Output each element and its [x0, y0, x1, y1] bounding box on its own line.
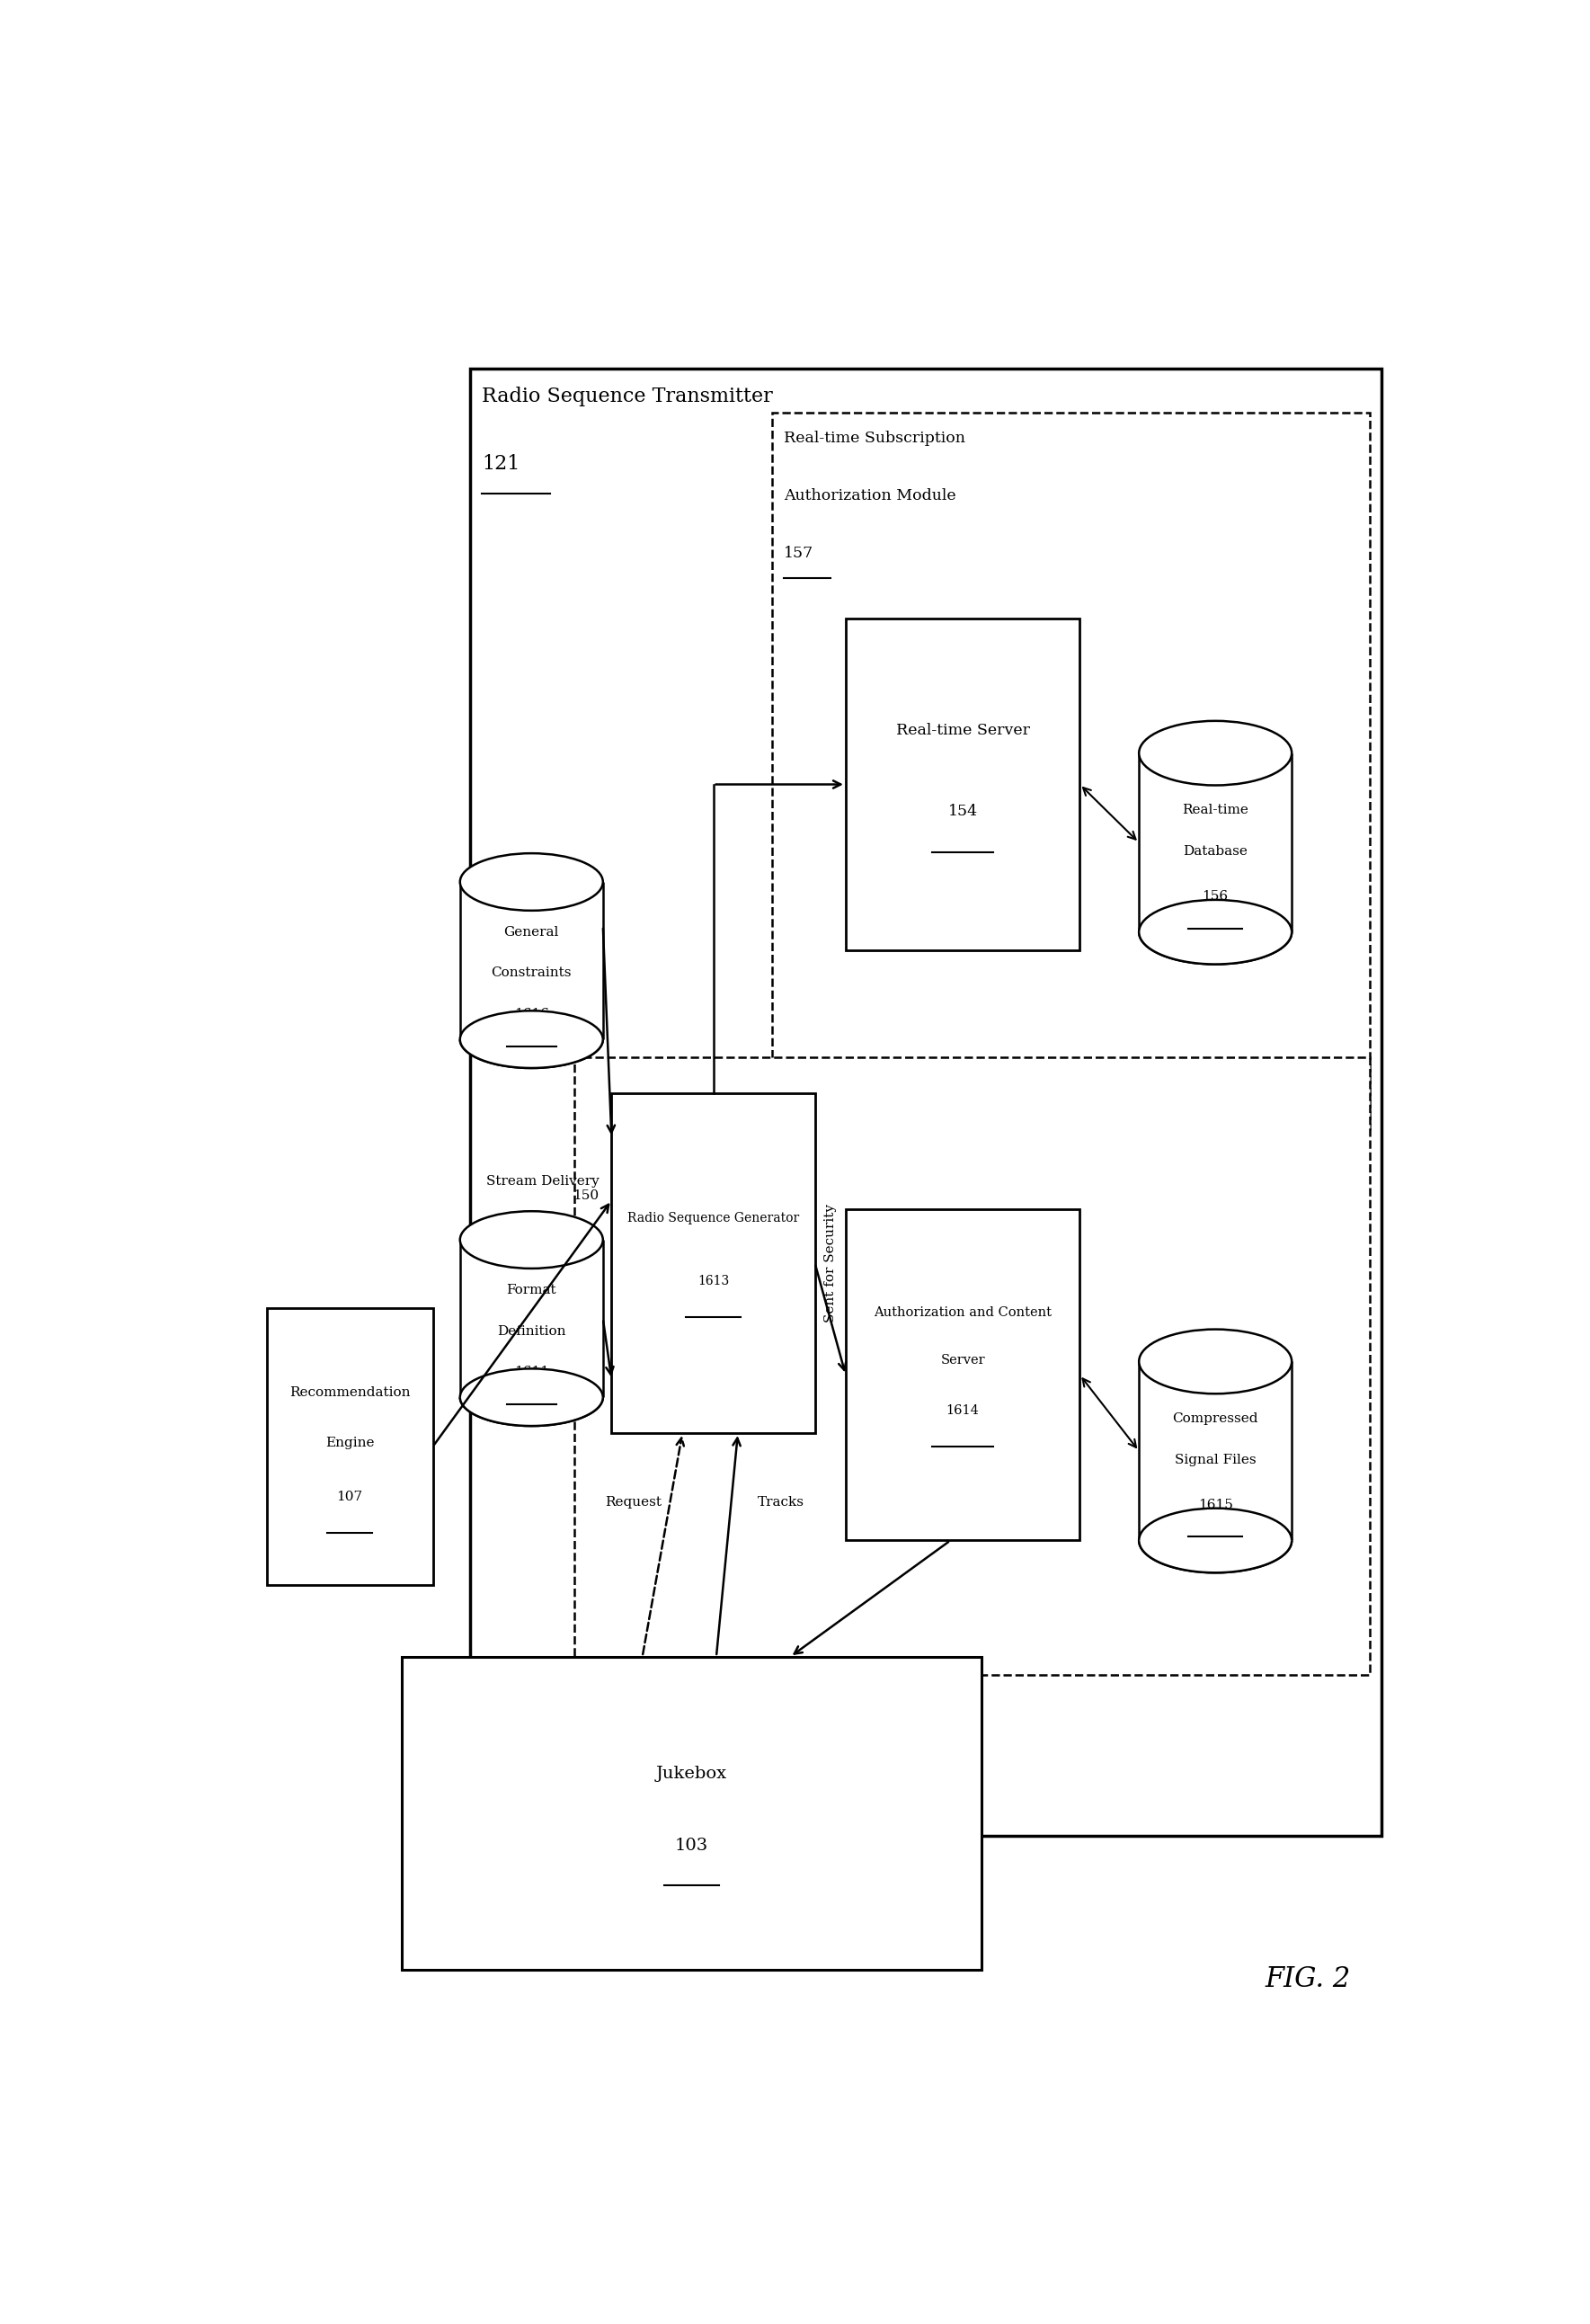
Ellipse shape [460, 853, 603, 911]
Text: Authorization Module: Authorization Module [784, 488, 956, 504]
Text: Radio Sequence Generator: Radio Sequence Generator [628, 1213, 800, 1225]
Bar [771, 414, 1369, 1129]
Text: Stream Delivery
150: Stream Delivery 150 [487, 1174, 599, 1202]
Text: Compressed: Compressed [1172, 1413, 1258, 1425]
Text: Authorization and Content: Authorization and Content [875, 1306, 1051, 1318]
Text: Tracks: Tracks [757, 1497, 805, 1508]
Bar [460, 881, 603, 1039]
Text: FIG. 2: FIG. 2 [1266, 1966, 1350, 1992]
Text: Server: Server [940, 1355, 986, 1367]
Text: 1614: 1614 [946, 1404, 979, 1418]
Text: 1613: 1613 [698, 1274, 730, 1287]
Text: Engine: Engine [326, 1436, 374, 1450]
Bar [574, 1057, 1369, 1676]
Text: General: General [504, 925, 560, 939]
Text: Real-time Server: Real-time Server [895, 723, 1030, 739]
Text: 1615: 1615 [1197, 1499, 1232, 1511]
Text: 154: 154 [948, 804, 978, 818]
Text: Definition: Definition [498, 1325, 566, 1336]
Text: Real-time: Real-time [1181, 804, 1248, 816]
Text: Sent for Security: Sent for Security [824, 1204, 836, 1322]
Bar [402, 1657, 981, 1971]
Text: Database: Database [1183, 846, 1248, 858]
Text: Radio Sequence Transmitter: Radio Sequence Transmitter [482, 386, 773, 407]
Bar [267, 1308, 432, 1585]
Ellipse shape [1138, 1329, 1291, 1394]
Ellipse shape [1138, 720, 1291, 786]
Text: Real-time Subscription: Real-time Subscription [784, 430, 965, 446]
Text: Format: Format [507, 1283, 556, 1297]
Text: 121: 121 [482, 453, 520, 474]
Ellipse shape [460, 1011, 603, 1069]
Ellipse shape [1138, 1508, 1291, 1573]
Bar [471, 367, 1382, 1836]
Text: Request: Request [604, 1497, 661, 1508]
Text: 1616: 1616 [514, 1009, 549, 1020]
Text: Signal Files: Signal Files [1175, 1452, 1256, 1466]
Bar [460, 1239, 603, 1397]
Bar [846, 618, 1080, 951]
Polygon shape [1138, 932, 1291, 964]
Bar [846, 1208, 1080, 1541]
Bar [1138, 1362, 1291, 1541]
Ellipse shape [460, 1211, 603, 1269]
Text: 1611: 1611 [514, 1367, 549, 1378]
Text: Constraints: Constraints [491, 967, 572, 978]
Polygon shape [460, 1397, 603, 1427]
Ellipse shape [460, 1369, 603, 1427]
Text: 107: 107 [337, 1490, 363, 1504]
Ellipse shape [1138, 899, 1291, 964]
Polygon shape [1138, 1541, 1291, 1573]
Text: 156: 156 [1202, 890, 1229, 902]
Bar [612, 1092, 814, 1434]
Text: 157: 157 [784, 546, 814, 560]
Text: 103: 103 [674, 1838, 709, 1855]
Bar [1138, 753, 1291, 932]
Text: Jukebox: Jukebox [657, 1766, 727, 1783]
Polygon shape [460, 1039, 603, 1069]
Text: Recommendation: Recommendation [289, 1387, 410, 1399]
